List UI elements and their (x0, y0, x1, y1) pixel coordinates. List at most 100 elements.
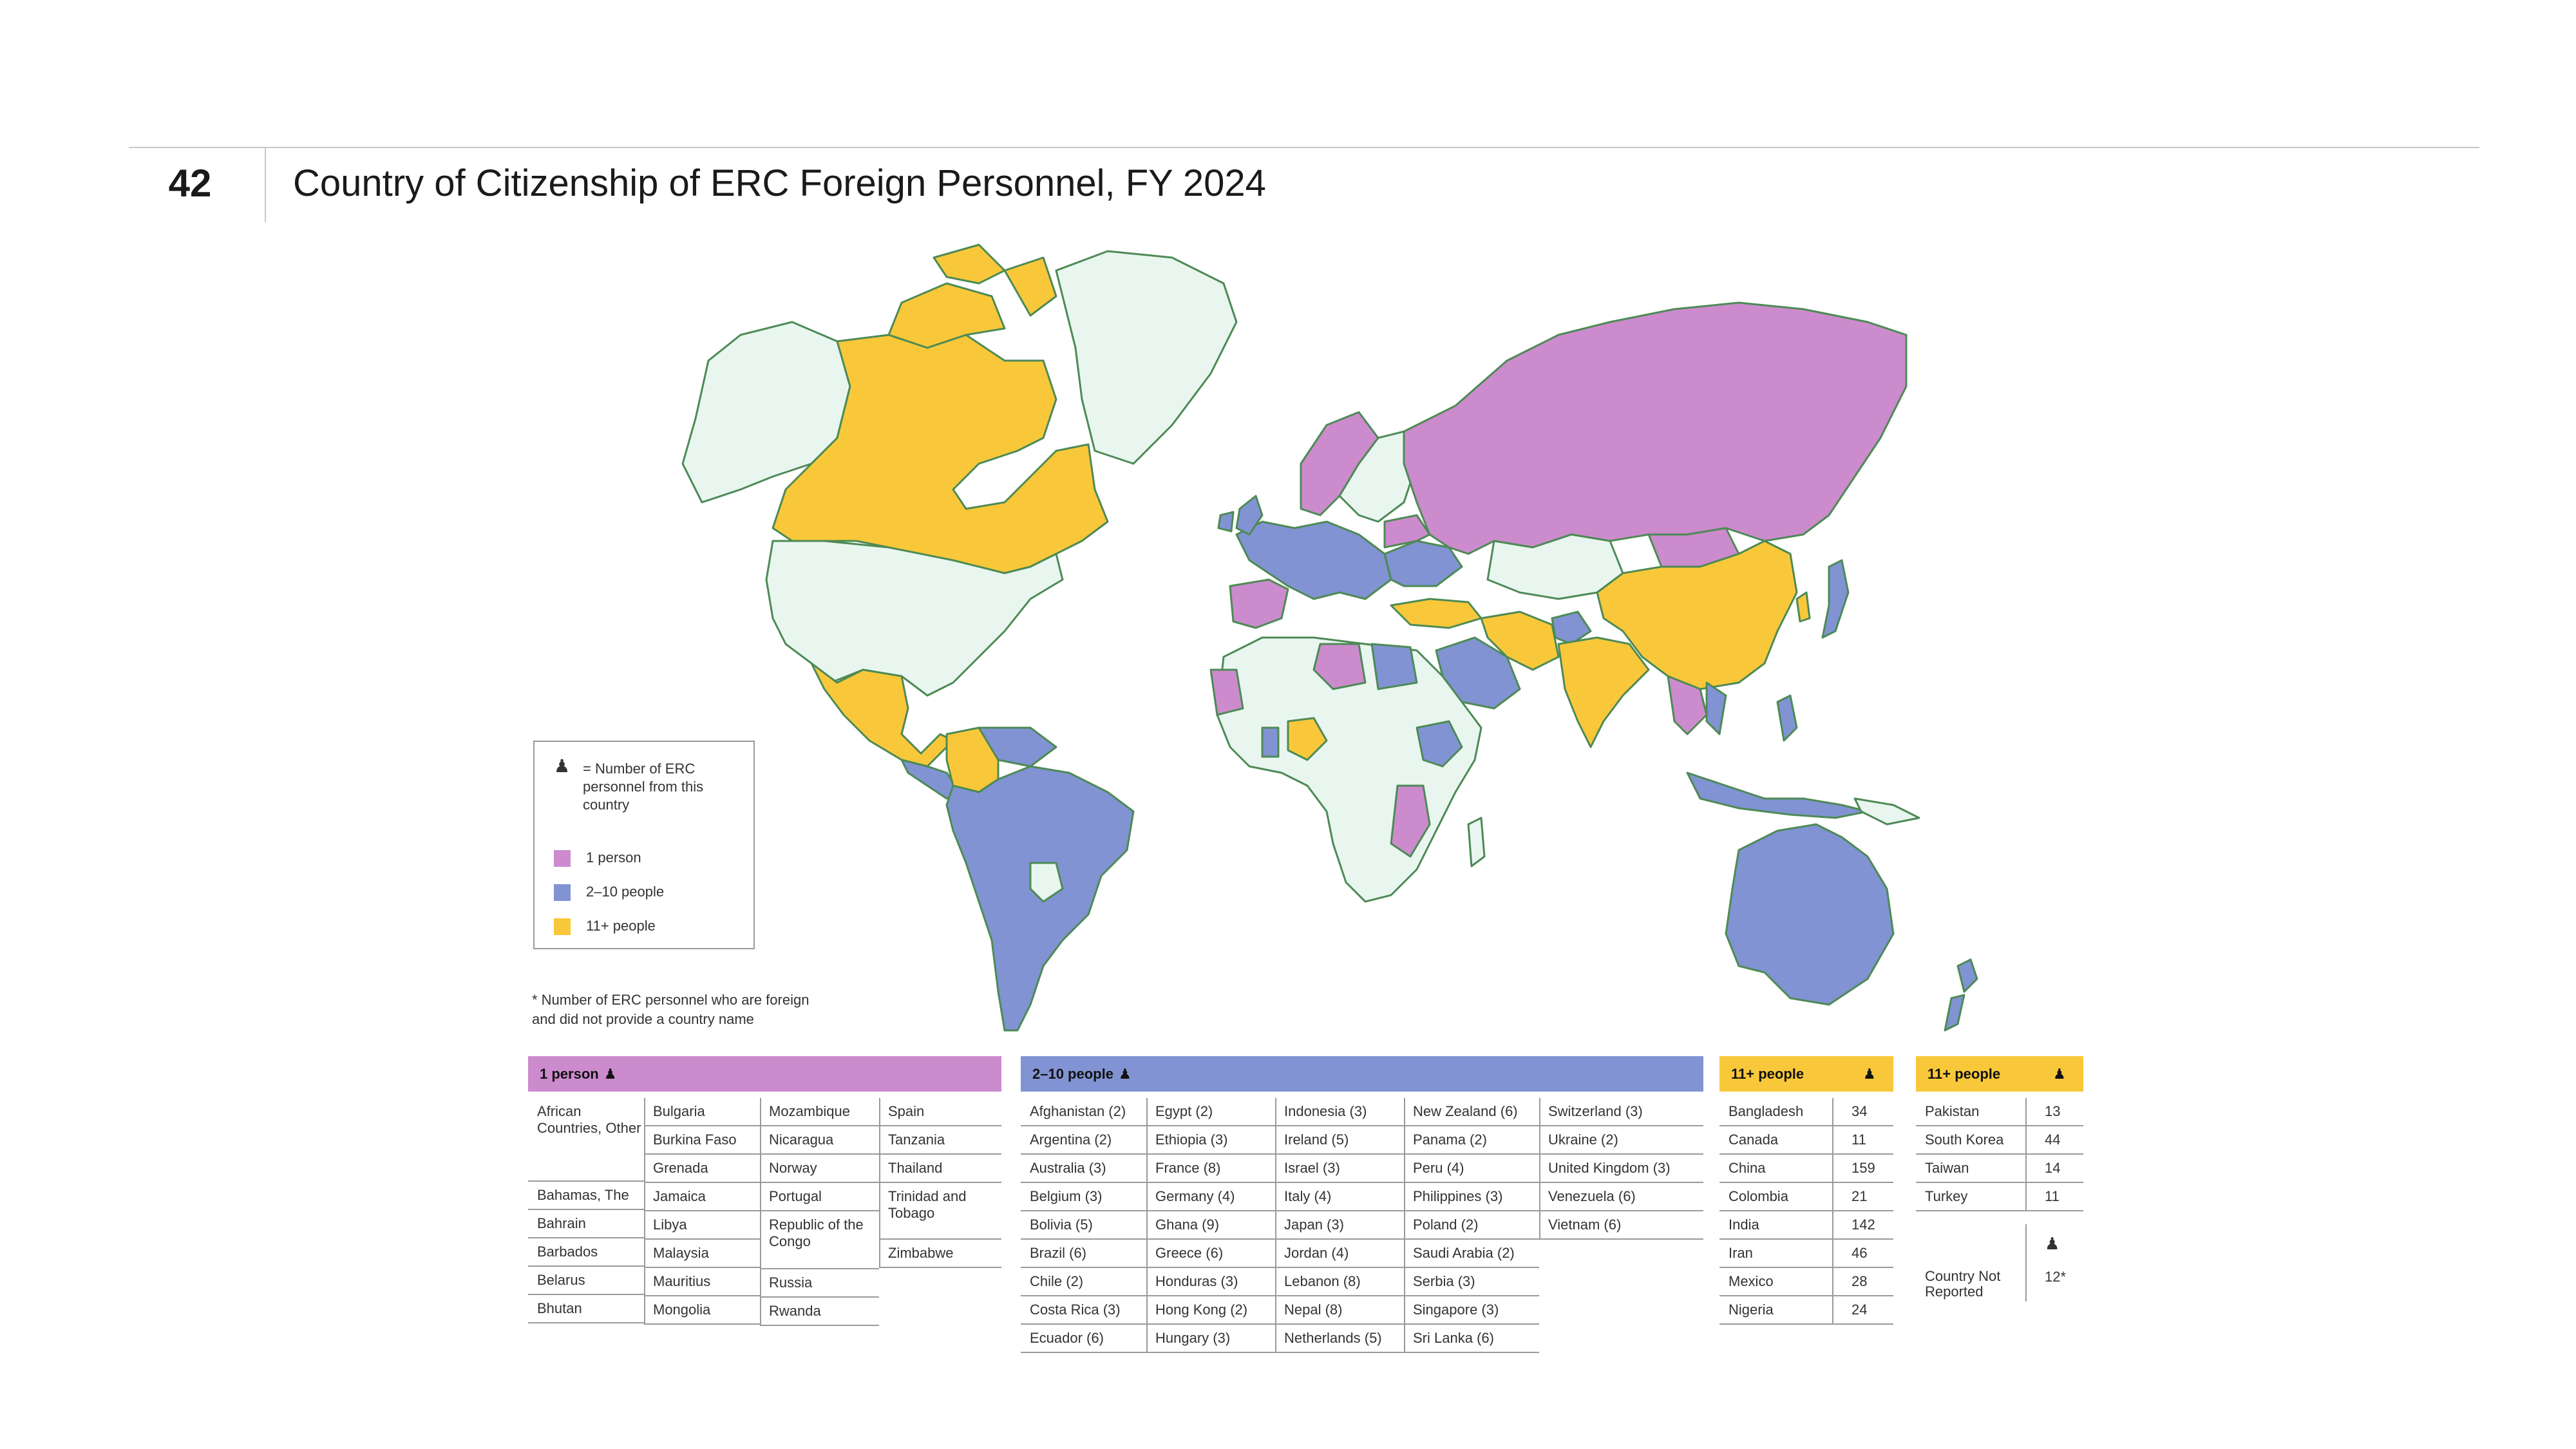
region-se-asia (1667, 675, 1708, 735)
table-header: 11+ people ♟ (1719, 1056, 1893, 1092)
region-australia (1725, 823, 1895, 1006)
region-turkey (1390, 598, 1482, 629)
person-icon: ♟ (603, 1066, 617, 1082)
table-cell: Argentina (2) (1021, 1126, 1146, 1155)
table-cell: Greece (6) (1146, 1240, 1275, 1268)
country-count: 142 (1832, 1211, 1893, 1240)
table-cell: Jordan (4) (1275, 1240, 1404, 1268)
country-count: 28 (1832, 1268, 1893, 1296)
table-cell: Burkina Faso (644, 1126, 760, 1155)
table-cell: Australia (3) (1021, 1155, 1146, 1183)
table-cell: Japan (3) (1275, 1211, 1404, 1240)
slide-number: 42 (168, 162, 212, 205)
table-cell: Rwanda (760, 1298, 879, 1326)
region-egypt (1370, 643, 1418, 690)
table-cell: Costa Rica (3) (1021, 1296, 1146, 1325)
table-cell: Peru (4) (1404, 1155, 1539, 1183)
table-cell: Chile (2) (1021, 1268, 1146, 1296)
table-cell: Italy (4) (1275, 1183, 1404, 1211)
person-icon: ♟ (2053, 1066, 2066, 1082)
region-libya (1312, 643, 1367, 690)
column-divider (2025, 1098, 2027, 1211)
table-cell: Poland (2) (1404, 1211, 1539, 1240)
table-cell: Spain (879, 1098, 1001, 1126)
table-cell: Jamaica (644, 1183, 760, 1211)
region-india (1557, 636, 1650, 748)
region-uk (1217, 495, 1264, 536)
region-china (1596, 540, 1798, 690)
country-name: South Korea (1916, 1126, 2025, 1155)
table-cell: Grenada (644, 1155, 760, 1183)
map-legend: ♟ = Number of ERC personnel from this co… (533, 741, 755, 949)
region-nigeria (1287, 717, 1328, 761)
region-belarus (1383, 514, 1431, 549)
country-count: 44 (2025, 1126, 2083, 1155)
table-cell: Mozambique (760, 1098, 879, 1126)
table-cell: Trinidad and Tobago (879, 1183, 1001, 1240)
country-name: Nigeria (1719, 1296, 1832, 1325)
table-cell: Ethiopia (3) (1146, 1126, 1275, 1155)
table-cell: Tanzania (879, 1126, 1001, 1155)
country-name: Turkey (1916, 1183, 2025, 1211)
table-cell: Bahamas, The (528, 1182, 644, 1210)
country-count: 21 (1832, 1183, 1893, 1211)
country-name: Taiwan (1916, 1155, 2025, 1183)
table-cell: Mongolia (644, 1296, 760, 1325)
table-cell: Panama (2) (1404, 1126, 1539, 1155)
person-icon: ♟ (2045, 1234, 2060, 1253)
person-icon: ♟ (554, 756, 571, 776)
table-cell: Saudi Arabia (2) (1404, 1240, 1539, 1268)
table-cell: Thailand (879, 1155, 1001, 1183)
country-name: Pakistan (1916, 1098, 2025, 1126)
region-korea (1795, 591, 1811, 623)
person-icon: ♟ (1863, 1066, 1876, 1082)
country-name: Bangladesh (1719, 1098, 1832, 1126)
region-west-africa (1209, 668, 1244, 716)
country-name: Colombia (1719, 1183, 1832, 1211)
legend-description: = Number of ERC personnel from this coun… (583, 761, 704, 813)
region-ghana (1261, 726, 1280, 758)
table-cell: Vietnam (6) (1539, 1211, 1703, 1240)
country-not-reported: Country Not Reported (1925, 1268, 2001, 1300)
region-mexico (810, 662, 954, 768)
table-cell: Nicaragua (760, 1126, 879, 1155)
table-cell: Republic of the Congo (760, 1211, 879, 1269)
table-cell: Egypt (2) (1146, 1098, 1275, 1126)
column-divider (1539, 1098, 1540, 1240)
legend-swatch (554, 918, 571, 935)
country-count: 24 (1832, 1296, 1893, 1325)
table-cell: Belgium (3) (1021, 1183, 1146, 1211)
table-cell: Germany (4) (1146, 1183, 1275, 1211)
legend-label: 11+ people (586, 918, 656, 934)
table-cell: Bhutan (528, 1295, 644, 1323)
column-divider (2025, 1224, 2027, 1302)
column-divider (644, 1098, 645, 1325)
region-vietnam (1705, 681, 1727, 735)
page-title: Country of Citizenship of ERC Foreign Pe… (293, 162, 1266, 204)
column-divider (760, 1098, 761, 1326)
country-name: India (1719, 1211, 1832, 1240)
table-cell: African Countries, Other (528, 1098, 644, 1182)
header-rule (129, 147, 2479, 148)
region-greenland (1055, 250, 1238, 465)
table-cell: Russia (760, 1269, 879, 1298)
region-madagascar (1467, 817, 1486, 867)
country-count: 11 (2025, 1183, 2083, 1211)
column-divider (1832, 1098, 1833, 1325)
legend-swatch (554, 850, 571, 867)
table-cell: Barbados (528, 1238, 644, 1267)
table-cell: Indonesia (3) (1275, 1098, 1404, 1126)
table-cell: Honduras (3) (1146, 1268, 1275, 1296)
not-reported-count: 12* (2045, 1269, 2067, 1285)
country-count: 34 (1832, 1098, 1893, 1126)
table-header: 2–10 people ♟ (1021, 1056, 1703, 1092)
table-cell: Ireland (5) (1275, 1126, 1404, 1155)
country-name: Canada (1719, 1126, 1832, 1155)
column-divider (879, 1098, 880, 1268)
region-ethiopia (1416, 720, 1463, 768)
region-papua (1853, 797, 1920, 826)
person-icon: ♟ (1118, 1066, 1132, 1082)
country-name: Iran (1719, 1240, 1832, 1268)
table-cell: Bahrain (528, 1210, 644, 1238)
